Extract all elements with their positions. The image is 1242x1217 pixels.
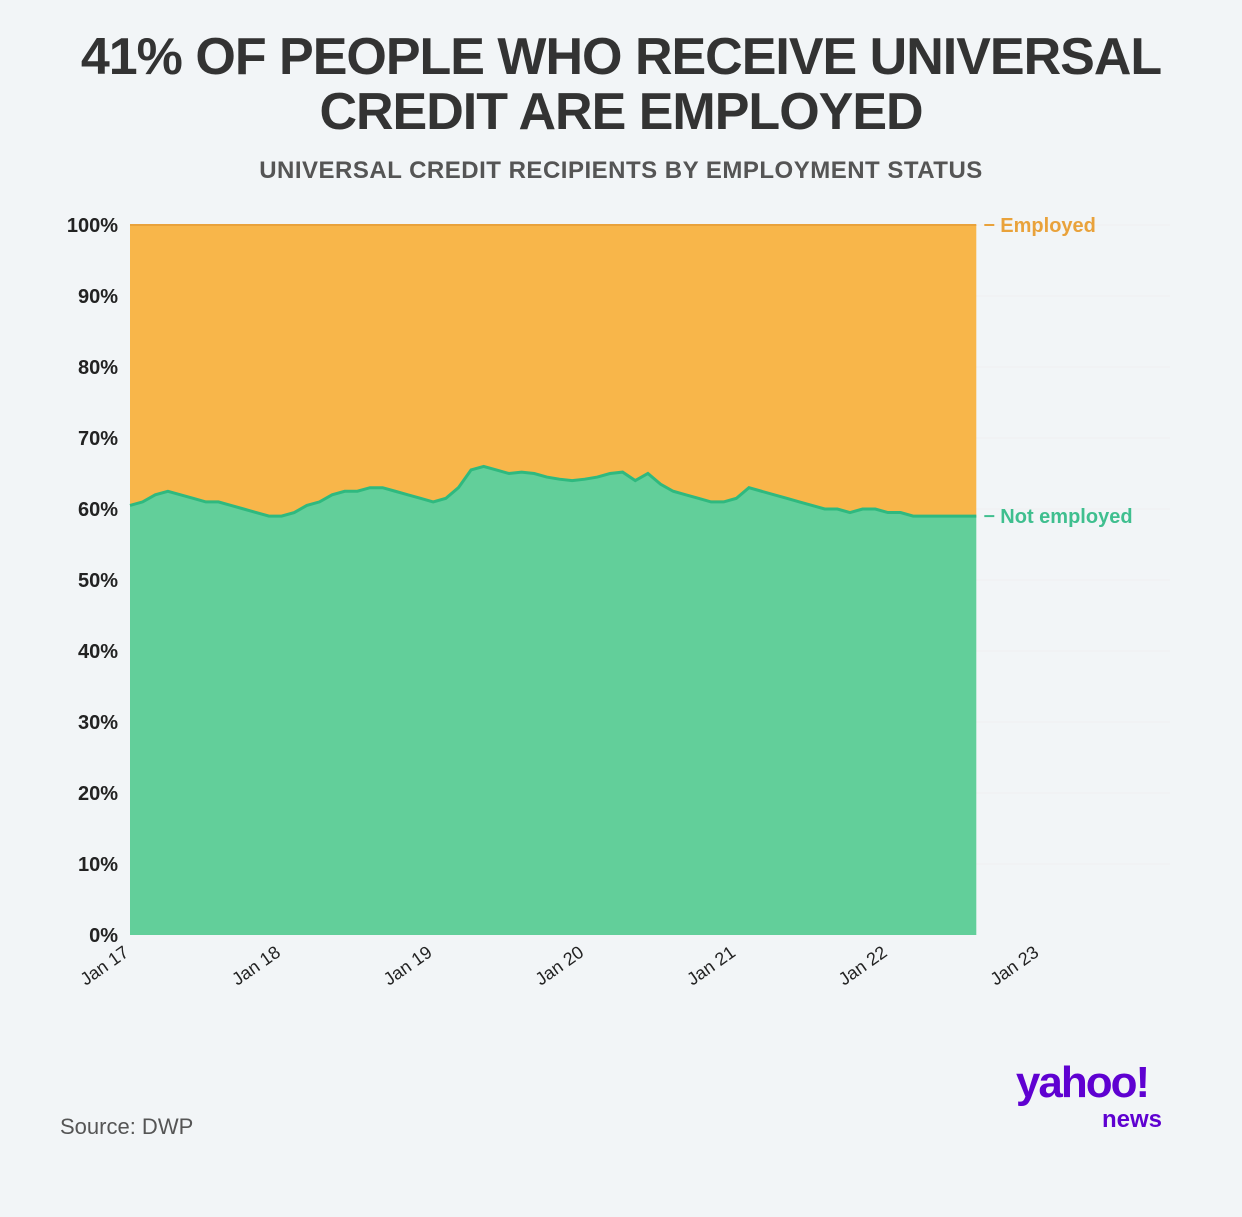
- logo-subtext: news: [1102, 1106, 1162, 1133]
- footer: Source: DWP yahoo! news: [40, 1055, 1202, 1140]
- chart-subtitle: UNIVERSAL CREDIT RECIPIENTS BY EMPLOYMEN…: [40, 157, 1202, 185]
- y-tick-label: 80%: [78, 357, 118, 379]
- title-line-2: CREDIT ARE EMPLOYED: [319, 83, 922, 141]
- y-tick-label: 10%: [78, 854, 118, 876]
- y-tick-label: 60%: [78, 499, 118, 521]
- x-tick-label: Jan 21: [683, 942, 739, 989]
- title-line-1: 41% OF PEOPLE WHO RECEIVE UNIVERSAL: [81, 28, 1161, 86]
- yahoo-news-logo: yahoo! news: [982, 1055, 1182, 1140]
- x-tick-label: Jan 22: [835, 942, 891, 989]
- y-tick-label: 20%: [78, 783, 118, 805]
- x-tick-label: Jan 19: [380, 942, 436, 989]
- y-tick-label: 30%: [78, 712, 118, 734]
- source-label: Source: DWP: [60, 1114, 193, 1140]
- x-tick-label: Jan 18: [228, 942, 284, 989]
- x-tick-label: Jan 23: [987, 942, 1043, 989]
- area-not-employed: [130, 467, 976, 936]
- y-tick-label: 90%: [78, 286, 118, 308]
- x-tick-label: Jan 20: [532, 942, 588, 989]
- y-tick-label: 50%: [78, 570, 118, 592]
- area-chart: 0% 10% 20% 30% 40% 50% 60% 70% 80% 90% 100% Jan 17 J…: [40, 215, 1202, 1015]
- y-tick-label: 100%: [67, 215, 118, 237]
- chart-title: 41% OF PEOPLE WHO RECEIVE UNIVERSAL CRED…: [40, 30, 1202, 139]
- x-tick-label: Jan 17: [77, 942, 133, 989]
- chart-svg: 0% 10% 20% 30% 40% 50% 60% 70% 80% 90% 100% Jan 17 J…: [40, 215, 1200, 1015]
- y-tick-label: 0%: [89, 925, 118, 947]
- logo-wordmark: yahoo!: [1016, 1058, 1148, 1107]
- series-label-not-employed: Not employed: [1000, 506, 1132, 528]
- y-tick-label: 40%: [78, 641, 118, 663]
- series-label-employed: Employed: [1000, 215, 1096, 237]
- area-employed: [130, 225, 976, 516]
- y-tick-label: 70%: [78, 428, 118, 450]
